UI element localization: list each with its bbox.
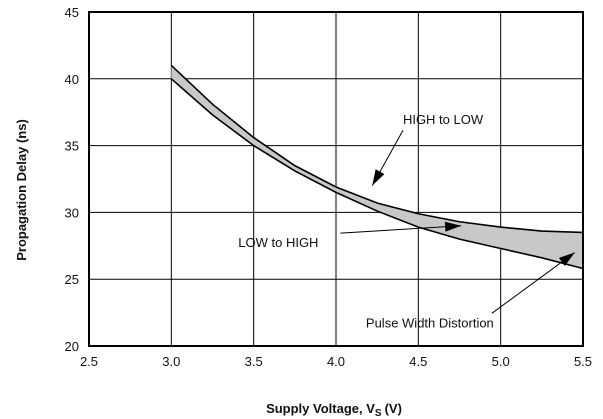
- x-tick-label: 5.5: [574, 354, 592, 369]
- annotation-label: LOW to HIGH: [238, 235, 318, 250]
- y-axis-title: Propagation Delay (ns): [14, 119, 29, 261]
- annotations: HIGH to LOW LOW to HIGH Pulse Width Distor…: [238, 112, 576, 330]
- y-tick-label: 35: [65, 139, 79, 154]
- x-tick-label: 3.0: [162, 354, 180, 369]
- series-line-low-to-high: [170, 78, 584, 270]
- annotation-arrowhead: [444, 221, 462, 232]
- x-tick-label: 4.0: [327, 354, 345, 369]
- series-line-high-to-low: [170, 64, 584, 234]
- annotation-arrowhead: [558, 252, 575, 266]
- annotation-arrowhead: [372, 169, 385, 186]
- x-tick-labels: 2.5 3.0 3.5 4.0 4.5 5.0 5.5: [80, 354, 592, 369]
- x-axis-title: Supply Voltage, VS (V): [266, 401, 402, 419]
- annotation-arrow-line: [340, 225, 462, 234]
- y-tick-labels: 20 25 30 35 40 45: [65, 5, 79, 354]
- x-axis-title-main: Supply Voltage, V: [266, 401, 375, 416]
- x-tick-label: 3.5: [245, 354, 263, 369]
- x-tick-label: 2.5: [80, 354, 98, 369]
- y-tick-label: 30: [65, 205, 79, 220]
- y-tick-label: 40: [65, 72, 79, 87]
- series-lines: [170, 64, 584, 270]
- annotation-label: HIGH to LOW: [403, 112, 484, 127]
- plot-frame: [88, 11, 584, 347]
- grid-lines: [88, 11, 584, 347]
- y-tick-label: 20: [65, 339, 79, 354]
- x-tick-label: 4.5: [409, 354, 427, 369]
- pulse-width-distortion-band: [171, 65, 584, 269]
- x-tick-label: 5.0: [492, 354, 510, 369]
- x-axis-title-subscript: S: [375, 408, 382, 419]
- x-axis-title-unit: (V): [385, 401, 402, 416]
- annotation-arrow-line: [491, 252, 576, 314]
- y-tick-label: 45: [65, 5, 79, 20]
- annotation-label: Pulse Width Distortion: [366, 315, 494, 330]
- y-tick-label: 25: [65, 272, 79, 287]
